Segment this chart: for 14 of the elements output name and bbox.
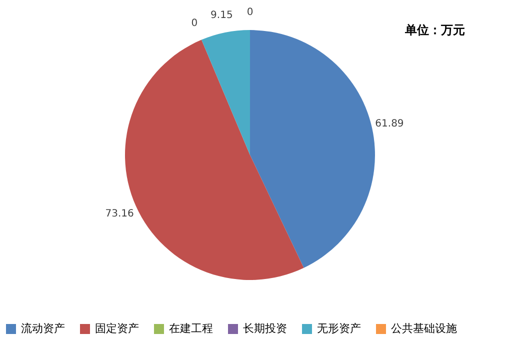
pie-slice (201, 30, 250, 155)
text: 0 (191, 18, 198, 30)
legend-label: 长期投资 (243, 322, 287, 335)
text: 0 (246, 7, 254, 18)
data-label: 61.89 (375, 118, 404, 130)
pie-slice (250, 30, 375, 268)
text: 单位：万元 (404, 23, 465, 37)
legend-label: 在建工程 (169, 322, 213, 335)
legend-label: 固定资产 (95, 322, 139, 335)
legend-label: 无形资产 (317, 322, 361, 335)
data-label: 9.15 (210, 10, 233, 21)
legend-label: 流动资产 (21, 322, 65, 335)
legend-label: 公共基础设施 (391, 322, 457, 335)
data-label: 73.16 (105, 208, 134, 220)
